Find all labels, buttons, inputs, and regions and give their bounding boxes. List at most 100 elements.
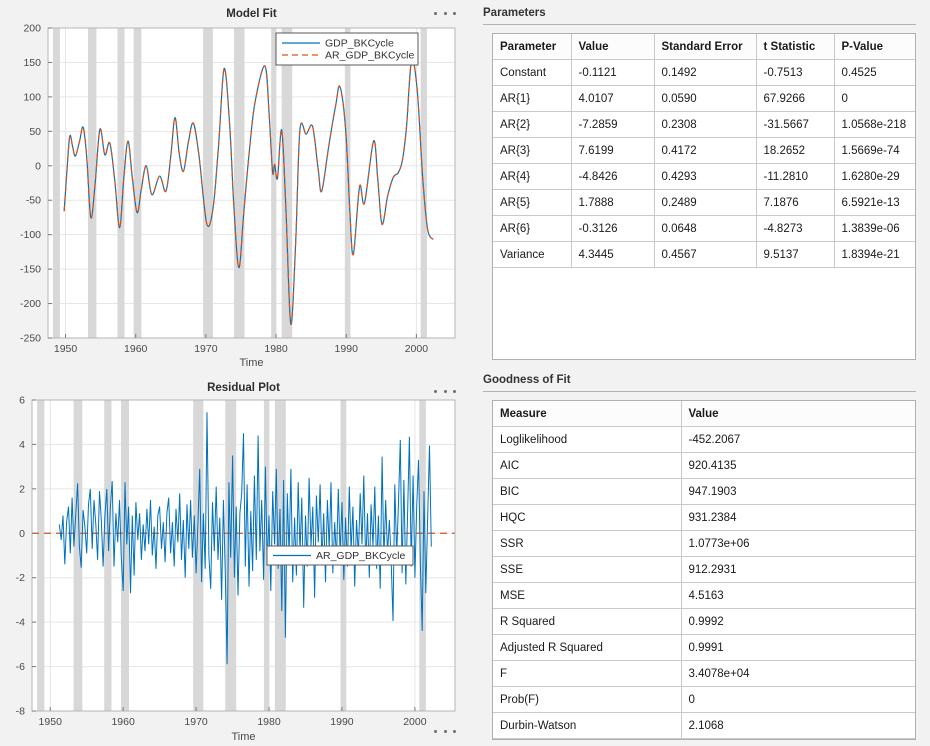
recession-band xyxy=(281,28,293,338)
table-cell: 912.2931 xyxy=(680,556,915,583)
residual-plot-options-ellipsis-icon[interactable] xyxy=(432,384,458,398)
y-tick-label: -50 xyxy=(26,195,41,207)
chart-title: Model Fit xyxy=(226,8,277,20)
table-row[interactable]: AR{1} 4.0107 0.0590 67.9266 0 xyxy=(493,85,915,112)
recession-band xyxy=(203,28,213,338)
legend: AR_GDP_BKCycle xyxy=(266,545,414,566)
table-cell: AR{4} xyxy=(493,163,572,190)
x-tick-label: 1950 xyxy=(54,343,78,355)
column-header: Value xyxy=(570,34,655,60)
table-row[interactable]: AR{3} 7.6199 0.4172 18.2652 1.5669e-74 xyxy=(493,137,915,164)
x-tick-label: 1980 xyxy=(264,343,288,355)
y-tick-label: -150 xyxy=(20,264,41,276)
recession-band xyxy=(419,400,426,711)
table-cell: -31.5667 xyxy=(755,111,835,138)
column-header: Value xyxy=(680,401,915,427)
table-row[interactable]: SSR 1.0773e+06 xyxy=(493,530,915,557)
tick-marks xyxy=(32,399,416,712)
table-cell: 7.1876 xyxy=(755,189,835,216)
table-row[interactable]: AR{5} 1.7888 0.2489 7.1876 6.5921e-13 xyxy=(493,189,915,216)
table-cell: -4.8426 xyxy=(570,163,655,190)
parameters-table[interactable]: Parameter Value Standard Error t Statistic P… xyxy=(492,33,916,360)
table-cell: AR{6} xyxy=(493,215,572,242)
y-tick-label: -8 xyxy=(16,706,25,718)
table-row[interactable]: AR{2} -7.2859 0.2308 -31.5667 1.0568e-218 xyxy=(493,111,915,138)
recession-band xyxy=(420,28,427,338)
table-cell: 4.3445 xyxy=(570,241,655,268)
parameters-panel-title: Parameters xyxy=(483,7,916,25)
table-cell: 1.0568e-218 xyxy=(833,111,915,138)
recession-bands xyxy=(52,28,427,338)
table-row[interactable]: Adjusted R Squared 0.9991 xyxy=(493,634,915,661)
y-tick-labels: 6 4 2 0 -2 -4 -6 -8 xyxy=(16,395,26,718)
table-row[interactable]: R Squared 0.9992 xyxy=(493,608,915,635)
y-tick-label: 200 xyxy=(23,23,41,35)
table-cell: 0.4567 xyxy=(653,241,757,268)
goodness-of-fit-panel-title: Goodness of Fit xyxy=(483,374,916,392)
residual_plot-svg[interactable]: 1950 1960 1970 1980 1990 2000 6 4 2 0 -2 -4 -6 -8 Resi… xyxy=(0,378,470,746)
plot-area xyxy=(48,28,455,338)
model_fit-svg[interactable]: 1950 1960 1970 1980 1990 2000 200 150 100 50 0 -50 -… xyxy=(0,0,470,378)
y-tick-label: 0 xyxy=(35,160,41,172)
x-tick-label: 1970 xyxy=(184,716,208,728)
table-row[interactable]: HQC 931.2384 xyxy=(493,504,915,531)
table-cell: -0.7513 xyxy=(755,59,835,86)
legend-entry-label: AR_GDP_BKCycle xyxy=(325,50,414,62)
x-tick-label: 1980 xyxy=(257,716,281,728)
x-tick-label: 1990 xyxy=(335,343,359,355)
table-cell: Constant xyxy=(493,59,572,86)
table-row[interactable]: Durbin-Watson 2.1068 xyxy=(493,712,915,739)
table-cell: AR{1} xyxy=(493,85,572,112)
table-row[interactable]: SSE 912.2931 xyxy=(493,556,915,583)
y-tick-label: -100 xyxy=(20,229,41,241)
table-cell: AR{2} xyxy=(493,111,572,138)
table-row[interactable]: AR{6} -0.3126 0.0648 -4.8273 1.3839e-06 xyxy=(493,215,915,242)
table-row[interactable]: Constant -0.1121 0.1492 -0.7513 0.4525 xyxy=(493,59,915,86)
table-cell: 1.6280e-29 xyxy=(833,163,915,190)
table-header-row: Measure Value xyxy=(493,401,915,427)
model-fit-options-ellipsis-icon[interactable] xyxy=(432,6,458,20)
x-tick-labels: 1950 1960 1970 1980 1990 2000 xyxy=(54,343,428,355)
legend-box xyxy=(275,32,419,66)
table-row[interactable]: Variance 4.3445 0.4567 9.5137 1.8394e-21 xyxy=(493,241,915,268)
recession-band xyxy=(87,28,97,338)
y-tick-label: -4 xyxy=(16,617,25,629)
goodness-of-fit-table[interactable]: Measure Value Loglikelihood -452.2067 AIC 920… xyxy=(492,400,916,740)
y-tick-labels: 200 150 100 50 0 -50 -100 -150 -200 -250 xyxy=(20,23,41,345)
series-line-residuals xyxy=(58,412,432,665)
recession-band xyxy=(263,400,270,711)
table-cell: BIC xyxy=(493,478,682,505)
axes-box xyxy=(31,399,456,712)
table-cell: 4.5163 xyxy=(680,582,915,609)
table-row[interactable]: Prob(F) 0 xyxy=(493,686,915,713)
table-row[interactable]: AR{4} -4.8426 0.4293 -11.2810 1.6280e-29 xyxy=(493,163,915,190)
recession-band xyxy=(233,28,245,338)
table-cell: -4.8273 xyxy=(755,215,835,242)
table-cell: 931.2384 xyxy=(680,504,915,531)
residual-axes-options-ellipsis-icon[interactable] xyxy=(432,724,458,738)
x-tick-label: 1990 xyxy=(330,716,354,728)
recession-band xyxy=(133,28,142,338)
table-row[interactable]: BIC 947.1903 xyxy=(493,478,915,505)
table-cell: 1.8394e-21 xyxy=(833,241,915,268)
table-cell: 4.0107 xyxy=(570,85,655,112)
model-fit-chart[interactable]: 1950 1960 1970 1980 1990 2000 200 150 100 50 0 -50 -… xyxy=(0,0,470,383)
legend-entry-label: AR_GDP_BKCycle xyxy=(316,550,405,562)
axes-box xyxy=(47,27,456,339)
table-cell: 9.5137 xyxy=(755,241,835,268)
table-row[interactable]: AIC 920.4135 xyxy=(493,452,915,479)
column-header: t Statistic xyxy=(755,34,835,60)
recession-band xyxy=(117,28,125,338)
table-row[interactable]: Loglikelihood -452.2067 xyxy=(493,426,915,453)
table-row[interactable]: F 3.4078e+04 xyxy=(493,660,915,687)
table-cell: 1.5669e-74 xyxy=(833,137,915,164)
table-cell: Durbin-Watson xyxy=(493,712,682,739)
column-header: Parameter xyxy=(493,34,572,60)
table-cell: 0.9992 xyxy=(680,608,915,635)
table-row[interactable]: MSE 4.5163 xyxy=(493,582,915,609)
recession-band xyxy=(271,28,277,338)
table-cell: Loglikelihood xyxy=(493,426,682,453)
residual-plot-chart[interactable]: 1950 1960 1970 1980 1990 2000 6 4 2 0 -2 -4 -6 -8 Resi… xyxy=(0,378,470,746)
table-cell: 2.1068 xyxy=(680,712,915,739)
table-cell: AR{5} xyxy=(493,189,572,216)
